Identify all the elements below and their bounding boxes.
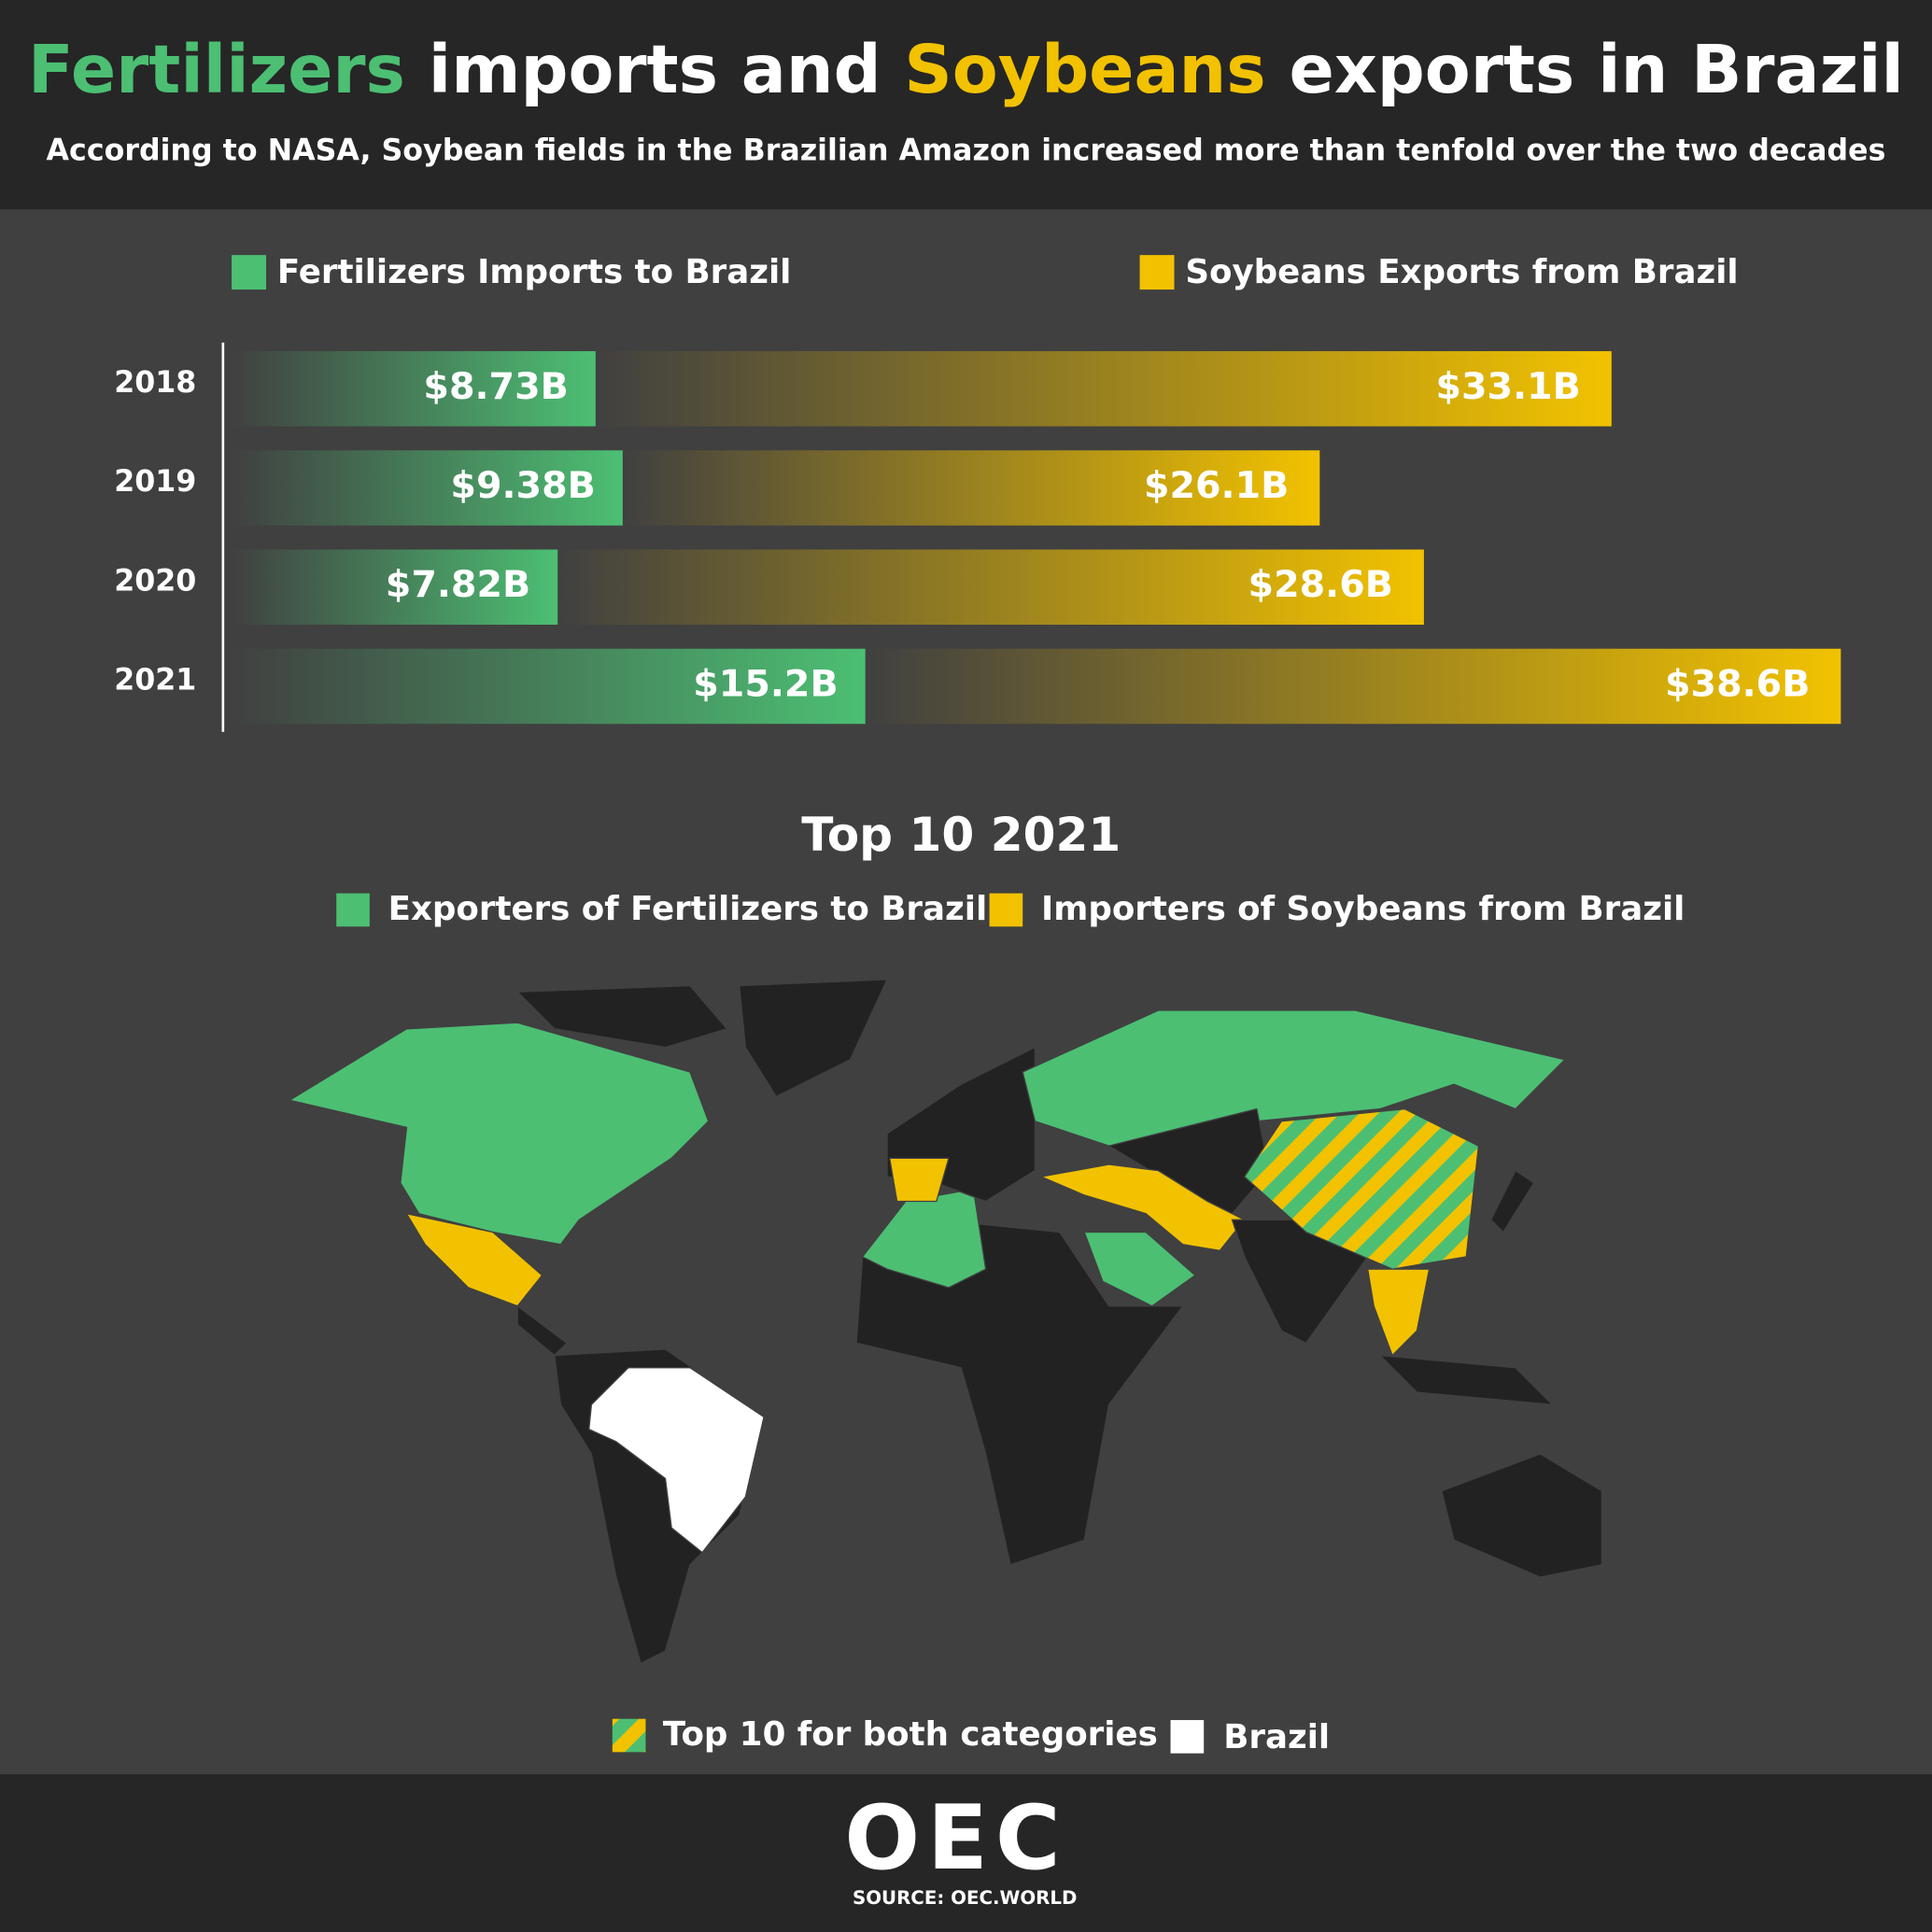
bar xyxy=(595,351,1612,427)
subtitle: According to NASA, Soybean fields in the… xyxy=(47,134,1886,167)
bar xyxy=(232,648,866,725)
value-label: $7.82B xyxy=(386,563,530,606)
bottom-legend-label: Brazil xyxy=(1223,1718,1330,1756)
legend-swatch xyxy=(1139,255,1175,290)
indonesia xyxy=(1378,1354,1555,1406)
map-legend-swatch xyxy=(336,893,370,927)
china xyxy=(1243,1107,1480,1270)
title-part: imports and xyxy=(429,31,881,108)
bar xyxy=(232,351,596,427)
greenland xyxy=(738,979,889,1098)
title-part: exports in Brazil xyxy=(1290,31,1904,108)
map-legend-label: Importers of Soybeans from Brazil xyxy=(1041,890,1685,928)
title-part: Soybeans xyxy=(904,31,1265,108)
value-label: $28.6B xyxy=(1248,563,1393,606)
bar xyxy=(557,549,1424,625)
map-legend-swatch xyxy=(989,893,1023,927)
value-label: $26.1B xyxy=(1144,464,1289,507)
logo: OEC xyxy=(844,1787,1067,1890)
title: Fertilizers imports and Soybeans exports… xyxy=(28,31,1904,108)
world-map xyxy=(288,979,1603,1665)
y-tick-label: 2021 xyxy=(114,664,196,698)
bottom-legend-swatch xyxy=(1170,1720,1205,1754)
bottom-legend-label: Top 10 for both categories xyxy=(663,1715,1158,1754)
value-label: $8.73B xyxy=(423,365,568,408)
middle-east xyxy=(1038,1163,1246,1252)
saudi-arabia xyxy=(1083,1231,1196,1307)
brazil xyxy=(588,1367,765,1554)
bar xyxy=(232,450,623,526)
legend-label: Fertilizers Imports to Brazil xyxy=(277,253,792,291)
bar xyxy=(865,648,1841,725)
value-label: $38.6B xyxy=(1665,662,1810,705)
bottom-legend-swatch xyxy=(612,1718,646,1753)
map-legend-label: Exporters of Fertilizers to Brazil xyxy=(388,890,988,928)
value-label: $33.1B xyxy=(1435,365,1580,408)
spain xyxy=(888,1157,950,1203)
y-tick-label: 2018 xyxy=(114,366,196,400)
map-title: Top 10 2021 xyxy=(801,807,1121,862)
bar xyxy=(232,549,558,625)
north-america xyxy=(288,1022,710,1246)
value-label: $15.2B xyxy=(693,662,838,705)
legend-swatch xyxy=(232,255,267,290)
source: SOURCE: OEC.WORLD xyxy=(853,1887,1077,1909)
header-band xyxy=(0,0,1932,210)
bar xyxy=(622,450,1320,526)
y-tick-label: 2019 xyxy=(114,465,196,499)
australia xyxy=(1441,1453,1603,1578)
title-part: Fertilizers xyxy=(28,31,405,108)
arctic-islands xyxy=(515,984,728,1049)
footer-band xyxy=(0,1774,1932,1932)
y-tick-label: 2020 xyxy=(114,564,196,598)
southeast-asia xyxy=(1366,1268,1431,1357)
central-america xyxy=(516,1304,568,1357)
russia xyxy=(1022,1009,1567,1147)
legend-label: Soybeans Exports from Brazil xyxy=(1185,253,1738,291)
japan xyxy=(1489,1169,1535,1234)
africa xyxy=(855,1219,1185,1566)
value-label: $9.38B xyxy=(450,464,595,507)
